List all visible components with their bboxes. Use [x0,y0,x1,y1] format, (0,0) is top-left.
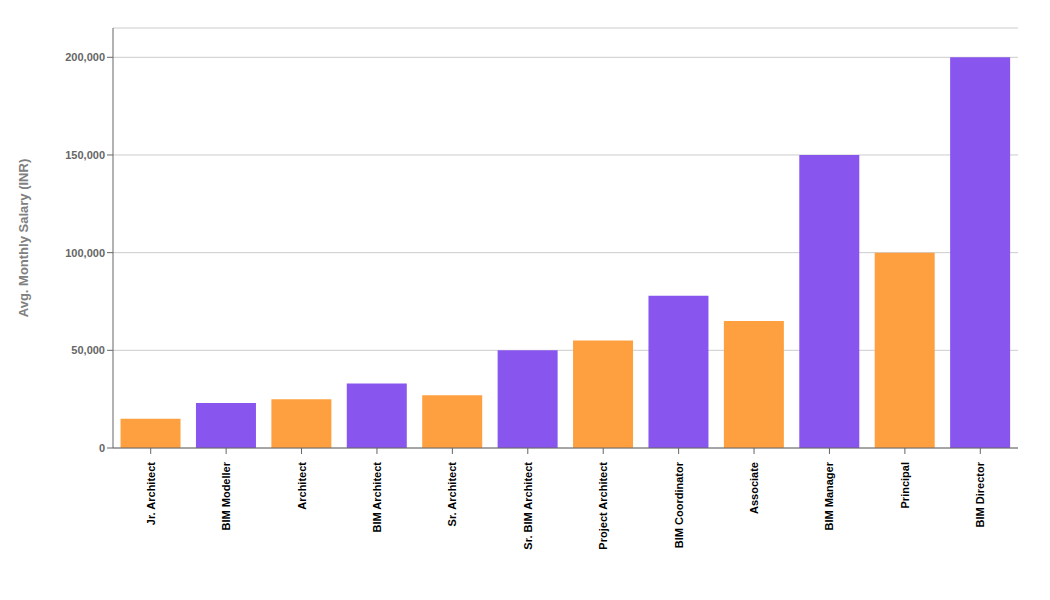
svg-text:150,000: 150,000 [65,149,105,161]
svg-text:100,000: 100,000 [65,247,105,259]
svg-text:BIM Coordinator: BIM Coordinator [673,461,685,548]
svg-text:BIM Director: BIM Director [974,461,986,527]
svg-text:Principal: Principal [899,462,911,508]
svg-text:BIM Manager: BIM Manager [823,461,835,530]
svg-text:50,000: 50,000 [71,344,105,356]
svg-text:Sr. Architect: Sr. Architect [446,462,458,527]
svg-text:Jr. Architect: Jr. Architect [145,462,157,526]
svg-text:Associate: Associate [748,462,760,514]
svg-text:Architect: Architect [296,462,308,510]
svg-text:0: 0 [99,442,105,454]
svg-text:Sr. BIM Architect: Sr. BIM Architect [522,462,534,550]
svg-text:Project Architect: Project Architect [597,462,609,550]
svg-text:BIM Modeller: BIM Modeller [220,461,232,530]
svg-text:200,000: 200,000 [65,51,105,63]
svg-text:BIM Architect: BIM Architect [371,462,383,533]
svg-text:Avg. Monthly Salary (INR): Avg. Monthly Salary (INR) [16,159,31,317]
